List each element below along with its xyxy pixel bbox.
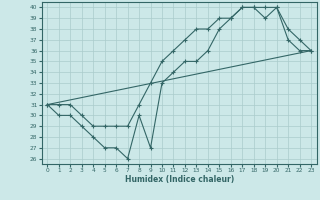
X-axis label: Humidex (Indice chaleur): Humidex (Indice chaleur) [124,175,234,184]
